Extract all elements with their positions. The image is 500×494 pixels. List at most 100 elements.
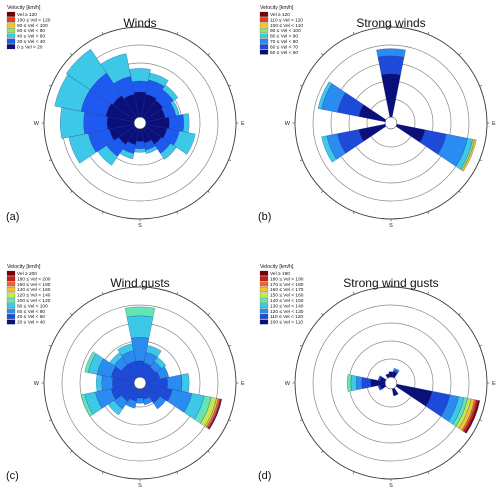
legend-swatch [259, 28, 269, 33]
rim-tick [479, 85, 483, 87]
compass-w-label: W [285, 121, 291, 127]
compass-e-label: E [492, 381, 496, 387]
legend-title: Velocity [km/h] [7, 264, 41, 270]
legend-swatch [259, 276, 269, 282]
panel-label: (c) [6, 470, 19, 482]
rim-tick [176, 291, 178, 295]
rim-tick [299, 345, 303, 347]
rim-tick [70, 190, 73, 193]
legend-swatch [259, 44, 269, 50]
legend-entry-label: Vel ≥ 120 [17, 12, 37, 18]
rose-wedge [356, 376, 363, 390]
rose-wedge [134, 148, 146, 153]
rim-tick [299, 419, 303, 421]
legend-entry-label: 20 ≤ Vel < 40 [17, 39, 45, 45]
legend-swatch [6, 292, 16, 298]
rim-tick [48, 159, 52, 161]
grid-ring [312, 44, 470, 202]
center-hole [384, 116, 398, 130]
rim-tick [299, 159, 303, 161]
legend-entry-label: 160 ≤ Vel < 170 [270, 287, 304, 293]
rose-wedge [461, 139, 477, 172]
rim-tick [207, 190, 210, 193]
legend-swatch [6, 38, 16, 44]
legend-swatch [259, 303, 269, 309]
legend-entry-label: 100 ≤ Vel < 110 [270, 320, 303, 326]
legend-swatch [6, 297, 16, 303]
legend-entry-label: 110 ≤ Vel < 120 [270, 17, 303, 23]
rim-tick [48, 345, 52, 347]
legend-entry-label: 130 ≤ Vel < 140 [270, 303, 304, 309]
rose-wedge [129, 68, 151, 82]
grid-ring [330, 322, 452, 444]
compass-w-label: W [34, 381, 40, 387]
legend-swatch [6, 281, 16, 287]
rim-tick [479, 159, 483, 161]
legend-entry-label: 160 ≤ Vel < 180 [17, 282, 51, 288]
rose-wedge [208, 398, 222, 430]
rim-tick [353, 31, 355, 35]
rose-wedge [84, 351, 97, 373]
rose-wedge [126, 315, 154, 339]
rose-wedge [392, 387, 399, 397]
compass-s-label: S [138, 223, 142, 229]
legend-swatch [6, 28, 16, 33]
rose-wedge [395, 384, 433, 407]
rim-tick [102, 31, 104, 35]
legend-entry-label: 60 ≤ Vel < 80 [17, 28, 45, 34]
legend-title: Velocity [km/h] [260, 264, 294, 270]
panel-strong-wind-gusts: E S W Strong wind gusts (d) Velocity [km/h]Ve… [258, 264, 496, 489]
legend-swatch [259, 22, 269, 28]
legend-entry-label: Vel ≥ 120 [270, 12, 290, 18]
legend-entry-label: 100 ≤ Vel < 120 [17, 298, 51, 304]
center-hole [384, 376, 398, 390]
panel-label: (b) [258, 211, 271, 223]
panel-label: (a) [6, 211, 19, 223]
rose-wedge [65, 48, 107, 90]
center-hole [133, 116, 147, 130]
legend-entry-label: 60 ≤ Vel < 80 [17, 309, 45, 315]
panel-strong-winds: E S W Strong winds (b) Velocity [km/h]Vel ≥ 1… [258, 5, 496, 229]
rim-tick [176, 211, 178, 215]
legend-swatch [6, 319, 16, 325]
rose-wedge [135, 397, 145, 404]
rose-wedge [134, 141, 146, 149]
rim-tick [48, 419, 52, 421]
rim-tick [102, 211, 104, 215]
panel-wind-gusts: E S W Wind gusts (c) Velocity [km/h]Vel ≥ 200… [6, 264, 245, 489]
rose-wedge [361, 377, 372, 389]
rose-wedge [393, 368, 400, 373]
rose-wedge [358, 104, 387, 122]
legend-entry-label: 60 ≤ Vel < 70 [270, 44, 298, 50]
rim-tick [299, 85, 303, 87]
rose-wedge [182, 113, 190, 133]
legend-swatch [259, 319, 269, 325]
rim-tick [458, 313, 461, 316]
legend-entry-label: 100 ≤ Vel < 120 [17, 17, 51, 23]
legend-swatch [6, 308, 16, 314]
center-hole [133, 376, 147, 390]
compass-w-label: W [285, 381, 291, 387]
legend-swatch [259, 281, 269, 287]
legend-swatch [259, 270, 269, 276]
legend-swatch [259, 33, 269, 39]
rim-tick [353, 291, 355, 295]
rim-tick [458, 450, 461, 453]
legend-swatch [6, 11, 16, 17]
legend-entry-label: 140 ≤ Vel < 150 [270, 298, 304, 304]
rim-tick [228, 159, 232, 161]
legend-swatch [6, 314, 16, 319]
legend-swatch [259, 11, 269, 17]
grid-ring [61, 304, 219, 462]
rim-tick [102, 291, 104, 295]
legend-entry-label: 170 ≤ Vel < 180 [270, 282, 304, 288]
rose-wedge [358, 124, 387, 142]
rim-tick [427, 471, 429, 475]
rose-wedge [381, 73, 401, 118]
legend-swatch [259, 292, 269, 298]
rim-tick [427, 211, 429, 215]
legend-entry-label: 140 ≤ Vel < 160 [17, 287, 51, 293]
rose-wedge [124, 306, 156, 318]
